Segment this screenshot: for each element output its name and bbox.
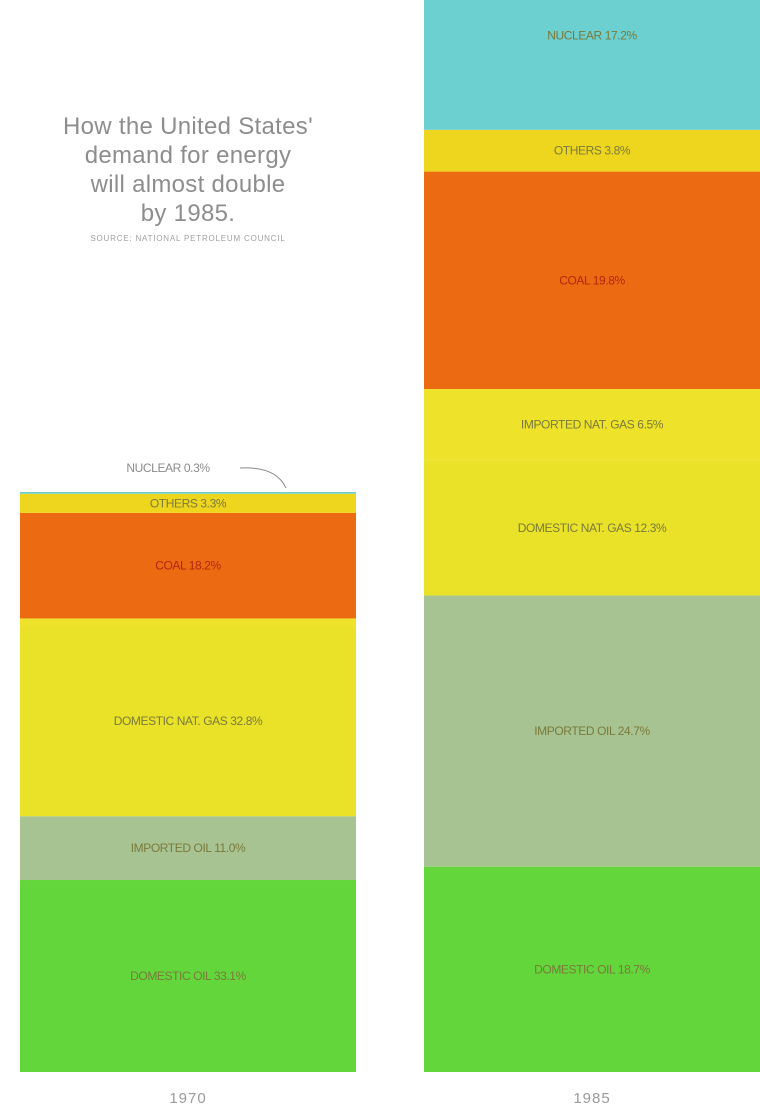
chart-title: How the United States' demand for energy…	[63, 113, 313, 227]
segment-domestic-gas-1985	[424, 460, 760, 596]
label-nuclear-1985: NUCLEAR 17.2%	[547, 28, 637, 42]
segment-others-1985	[424, 129, 760, 172]
bar-1985: DOMESTIC OIL 18.7% IMPORTED OIL 24.7% DOME…	[424, 0, 760, 1072]
segment-others-1970	[20, 493, 356, 513]
label-pointer-nuclear-1970	[239, 467, 287, 489]
label-imported-oil-1985: IMPORTED OIL 24.7%	[534, 724, 650, 738]
label-others-1970: OTHERS 3.3%	[150, 496, 227, 510]
bar-1970: DOMESTIC OIL 33.1% IMPORTED OIL 11.0% DOME…	[20, 461, 356, 1072]
label-domestic-gas-1970: DOMESTIC NAT. GAS 32.8%	[114, 714, 263, 728]
segment-coal-1985	[424, 171, 760, 390]
segment-domestic-oil-1985	[424, 866, 760, 1072]
label-imported-oil-1970: IMPORTED OIL 11.0%	[131, 841, 246, 855]
label-domestic-gas-1985: DOMESTIC NAT. GAS 12.3%	[518, 521, 667, 535]
segment-nuclear-1970	[20, 492, 356, 494]
label-nuclear-1970: NUCLEAR 0.3%	[126, 461, 210, 475]
year-label-1970: 1970	[169, 1090, 206, 1107]
source-note: SOURCE: NATIONAL PETROLEUM COUNCIL	[90, 234, 286, 243]
segment-imported-gas-1970	[20, 618, 356, 626]
segment-domestic-gas-1970	[20, 625, 356, 817]
segment-domestic-oil-1970	[20, 880, 356, 1072]
segment-imported-oil-1970	[20, 816, 356, 881]
label-imported-gas-1985: IMPORTED NAT. GAS 6.5%	[521, 418, 664, 432]
segment-coal-1970	[20, 512, 356, 619]
label-others-1985: OTHERS 3.8%	[554, 144, 631, 158]
label-coal-1970: COAL 18.2%	[155, 559, 221, 573]
label-domestic-oil-1970: DOMESTIC OIL 33.1%	[130, 969, 246, 983]
segment-imported-oil-1985	[424, 595, 760, 867]
year-label-1985: 1985	[573, 1090, 610, 1107]
label-domestic-oil-1985: DOMESTIC OIL 18.7%	[534, 962, 650, 976]
segment-nuclear-1985	[424, 0, 760, 130]
label-coal-1985: COAL 19.8%	[559, 273, 625, 287]
title-block: How the United States' demand for energy…	[10, 112, 366, 243]
segment-imported-gas-1985	[424, 389, 760, 461]
